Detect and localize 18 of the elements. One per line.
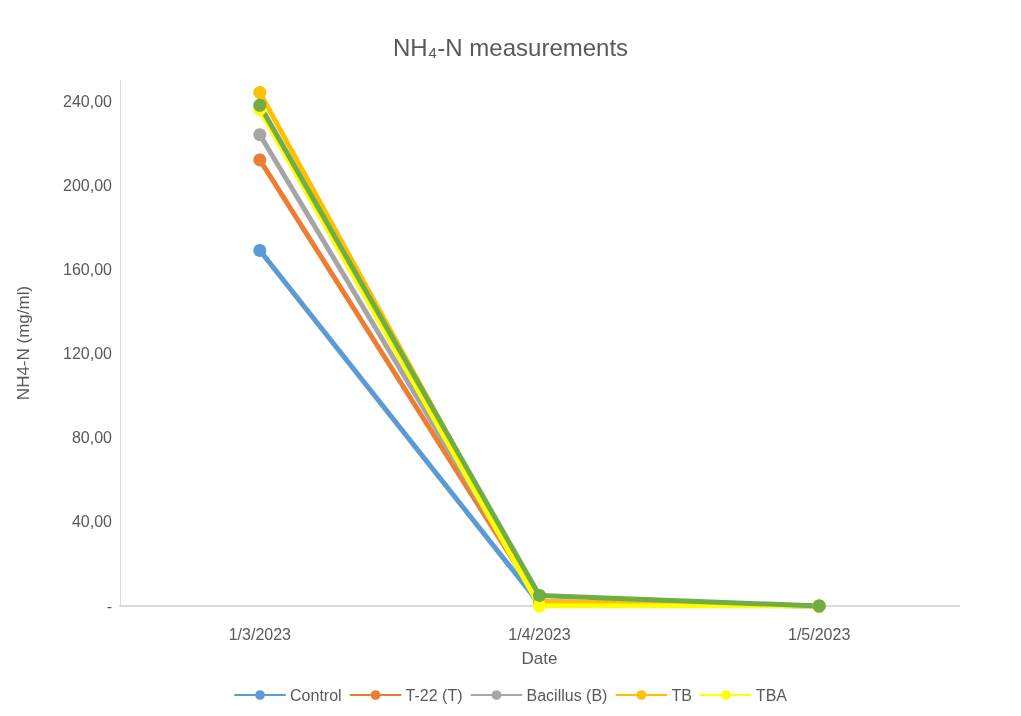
y-tick-label: 40,00 <box>71 513 113 531</box>
legend-label: TB <box>671 686 692 704</box>
x-axis-title: Date <box>521 649 558 668</box>
y-tick-label: - <box>106 597 112 615</box>
legend-label: Bacillus (B) <box>526 686 608 704</box>
y-axis-title: NH4-N (mg/ml) <box>14 285 33 401</box>
y-tick-label: 200,00 <box>63 176 113 194</box>
y-tick-label: 240,00 <box>63 92 113 110</box>
x-tick-label: 1/5/2023 <box>788 625 851 643</box>
y-tick-label: 80,00 <box>71 429 113 447</box>
x-tick-label: 1/4/2023 <box>508 625 571 643</box>
x-tick-label: 1/3/2023 <box>228 625 292 643</box>
legend-label: Control <box>290 686 342 704</box>
y-tick-label: 120,00 <box>63 345 113 363</box>
y-tick-label: 160,00 <box>63 260 113 278</box>
legend-label: TBA <box>755 686 788 704</box>
legend-label: T-22 (T) <box>405 686 463 704</box>
chart-title: NH₄-N measurements <box>392 33 629 61</box>
